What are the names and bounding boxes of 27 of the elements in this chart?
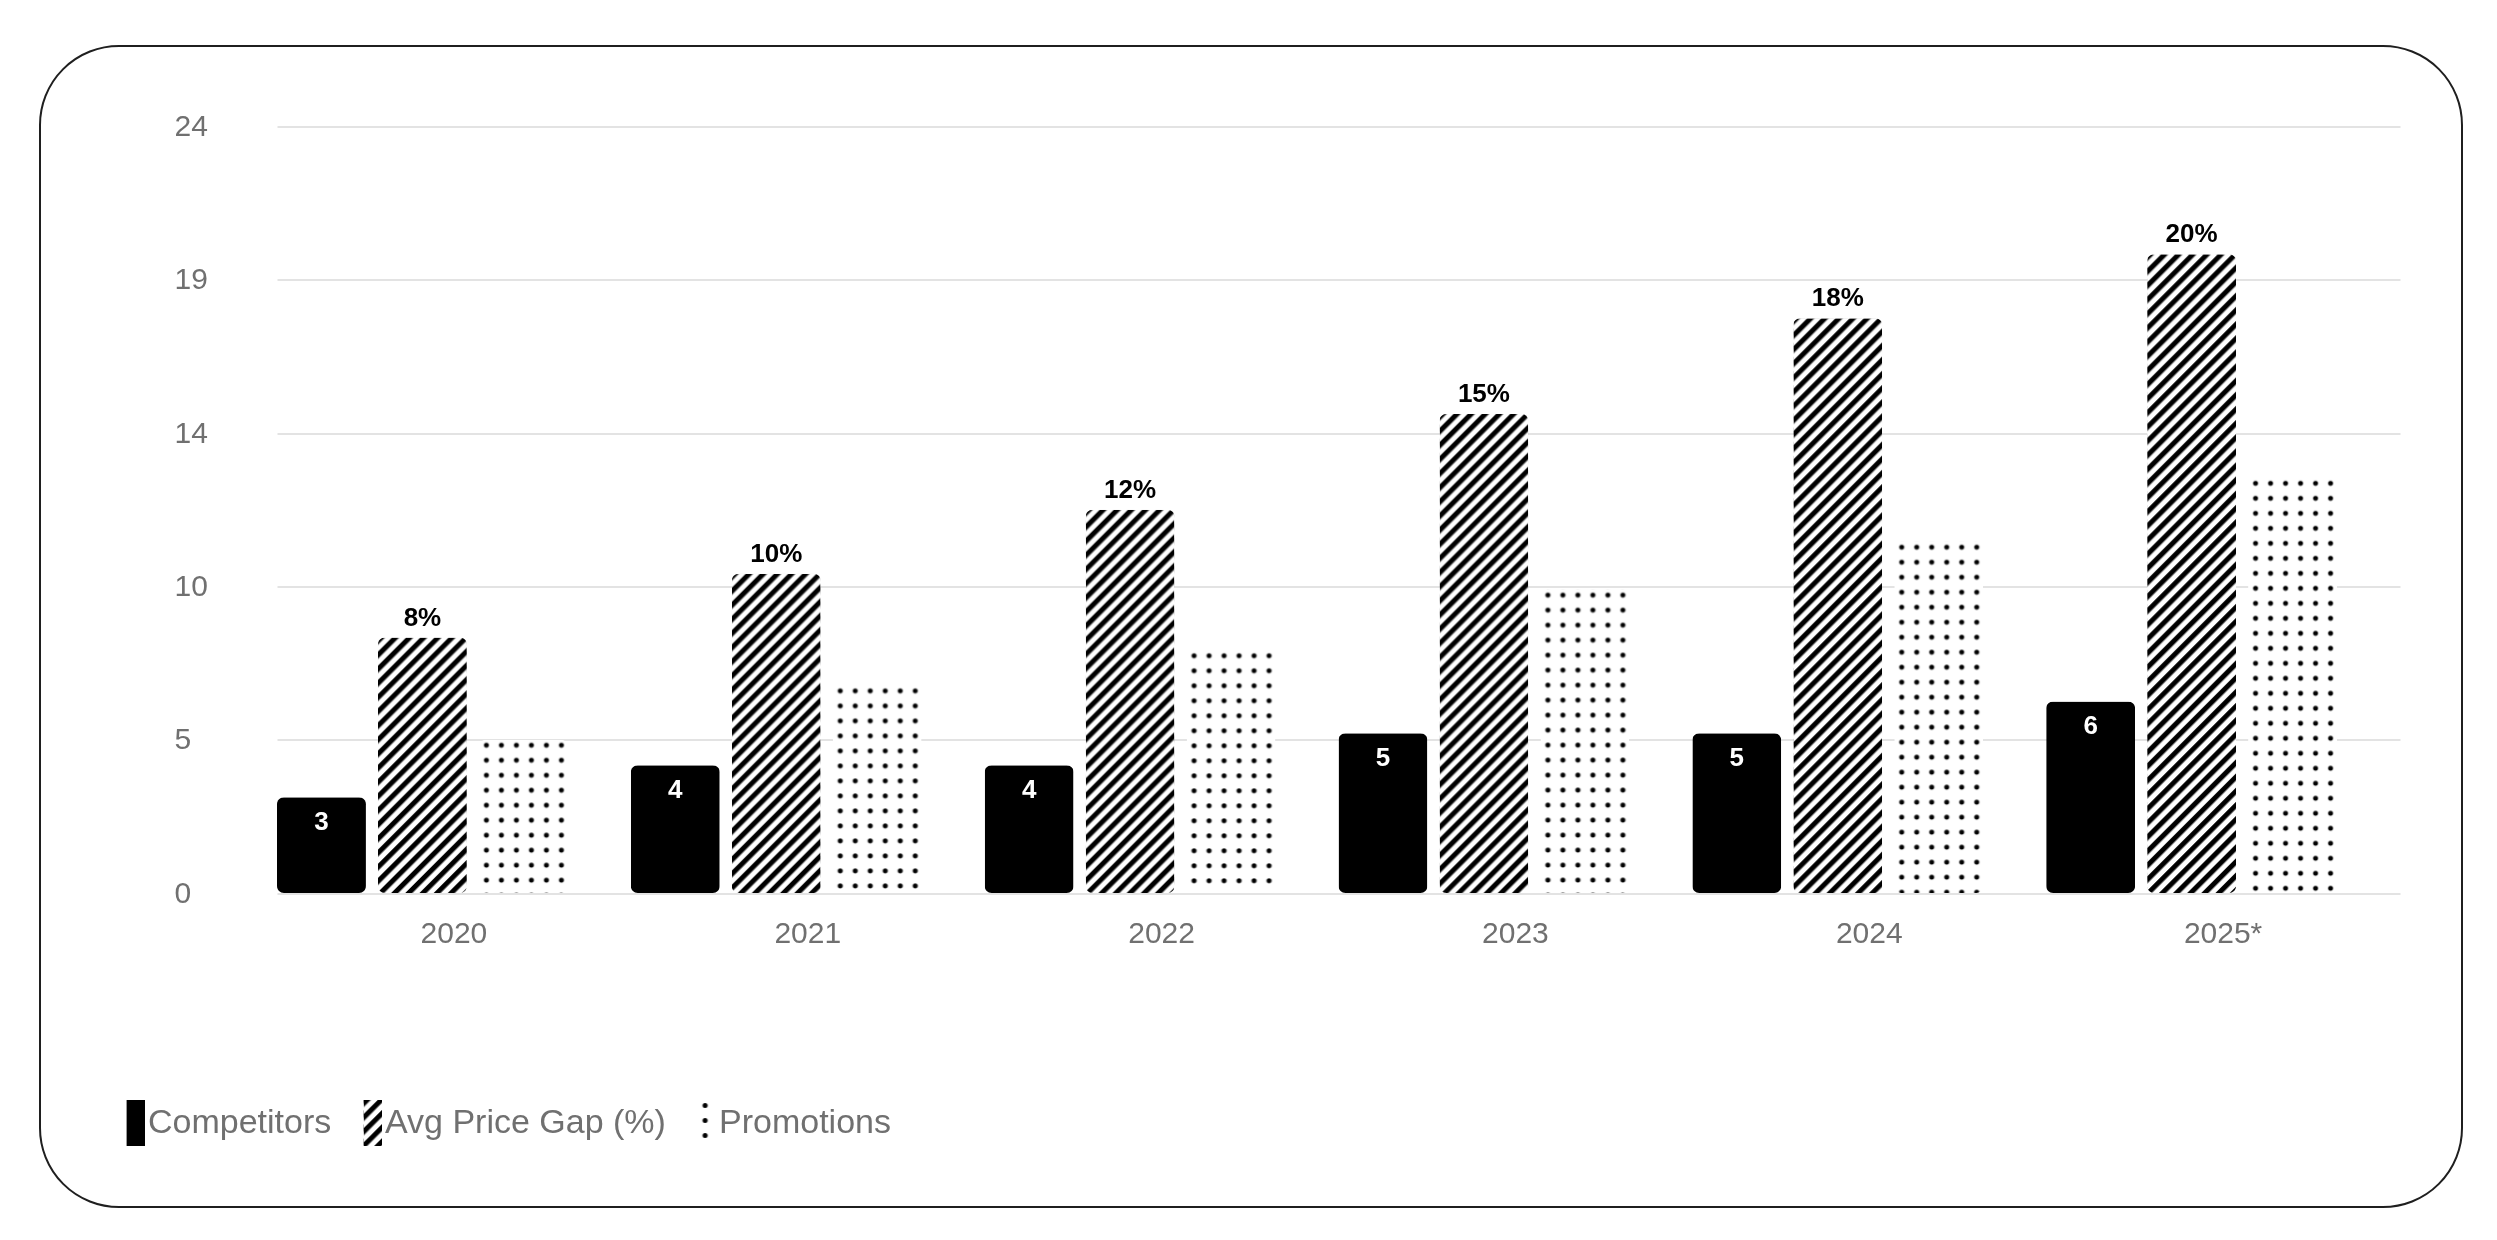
x-tick-label: 2025* [2183,915,2263,949]
data-label: 3 [314,806,329,837]
y-tick-label: 10 [174,568,208,602]
y-tick-label: 19 [174,262,208,296]
x-tick-label: 2020 [420,915,488,949]
y-tick-label: 24 [174,109,208,142]
legend-label: Competitors [148,1102,332,1140]
data-label: 10% [750,537,803,568]
data-label: 12% [1104,473,1157,504]
x-tick-label: 2022 [1128,915,1195,949]
x-tick-label: 2021 [774,915,842,949]
data-label: 4 [1021,774,1037,805]
data-label: 5 [1729,742,1745,773]
x-tick-label: 2023 [1482,915,1549,949]
y-tick-label: 14 [174,415,208,449]
legend-label: Avg Price Gap (%) [385,1102,666,1140]
data-label: 5 [1375,742,1391,773]
x-tick-label: 2024 [1835,915,1903,949]
y-tick-label: 0 [174,875,192,909]
data-label: 18% [1811,282,1864,313]
data-label: 4 [668,774,684,805]
data-label: 20% [2165,218,2218,249]
data-label: 8% [403,601,442,632]
data-label: 6 [2083,710,2098,741]
data-label: 15% [1457,377,1510,408]
y-tick-label: 5 [174,722,192,756]
legend-label: Promotions [719,1102,891,1140]
